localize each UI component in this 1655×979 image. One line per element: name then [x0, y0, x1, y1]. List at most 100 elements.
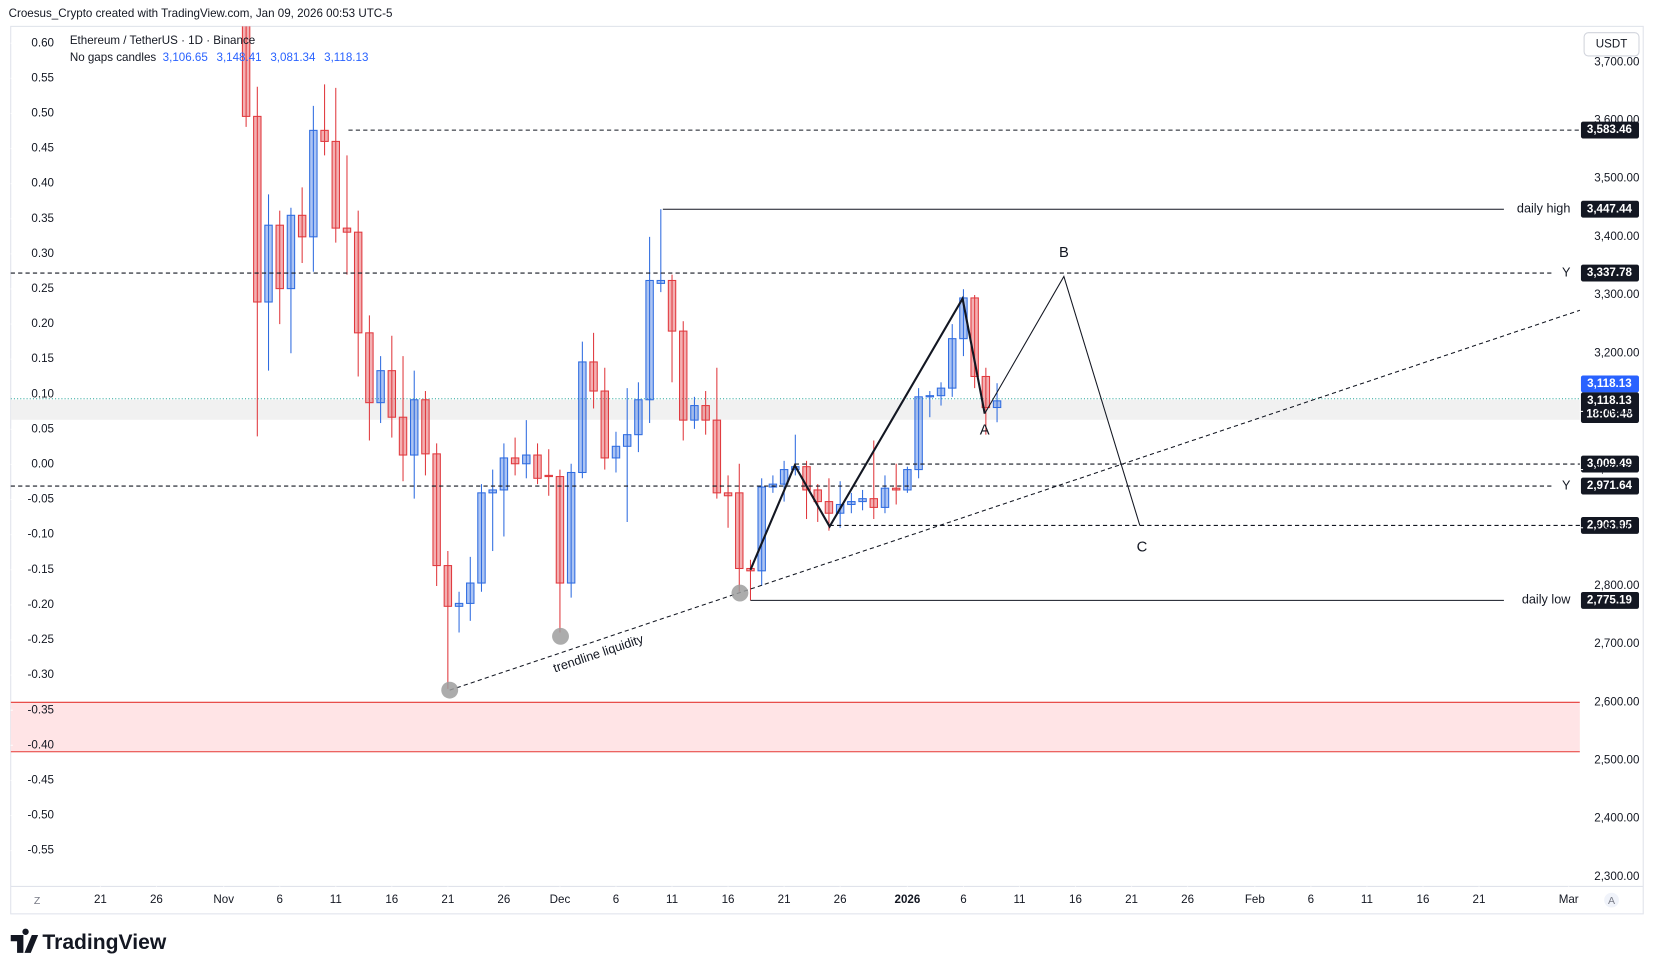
y2-tick-label: 0.40: [31, 177, 54, 190]
level-text: Y: [1562, 265, 1571, 279]
candle-body: [690, 405, 699, 421]
candle-body: [241, 26, 251, 117]
credit: Croesus_Crypto created with TradingView.…: [9, 7, 393, 20]
candle-body: [723, 492, 733, 497]
x-tick-label: 26: [834, 893, 847, 906]
candle-body: [779, 469, 789, 485]
x-tick-label: 16: [1417, 893, 1430, 906]
candle-body: [667, 279, 677, 332]
chart-title: Ethereum / TetherUS · 1D · Binance: [70, 34, 255, 47]
candle-body: [578, 361, 587, 474]
candle-body: [387, 370, 397, 418]
ohlc-low: 3,081.34: [270, 51, 316, 64]
zoom-button-label[interactable]: Z: [34, 895, 41, 907]
x-tick-label: Mar: [1559, 893, 1579, 906]
candle-body: [253, 115, 262, 303]
y2-tick-label: -0.25: [28, 633, 54, 646]
x-tick-label: 11: [1361, 893, 1373, 906]
liquidity-dot: [441, 681, 459, 699]
x-tick-label: 11: [1013, 893, 1025, 906]
y2-tick-label: -0.55: [28, 844, 54, 857]
zoom-button[interactable]: [29, 892, 46, 909]
brand: TradingView: [42, 931, 166, 954]
level-label: 3,583.46: [1587, 123, 1633, 136]
y-tick-label: 3,700.00: [1594, 55, 1639, 68]
candle-body: [936, 387, 946, 397]
y2-tick-label: -0.35: [28, 703, 54, 716]
y2-tick-label: 0.10: [31, 387, 54, 400]
candle-body: [421, 399, 430, 455]
candle-body: [880, 487, 890, 508]
level-box: [1580, 200, 1639, 218]
x-tick-label: 6: [613, 893, 619, 906]
level-text: daily high: [1517, 202, 1570, 216]
level-label: 3,009.49: [1587, 457, 1633, 470]
candle-body: [891, 487, 901, 491]
level-text: daily low: [1522, 593, 1571, 607]
candle-body: [443, 565, 453, 607]
level-label: 3,337.78: [1587, 266, 1633, 279]
x-tick-label: 26: [150, 893, 163, 906]
candle-body: [432, 453, 441, 567]
x-tick-label: Dec: [550, 893, 571, 906]
tv-logo: [10, 928, 39, 953]
candle-body: [376, 370, 385, 404]
y2-tick-label: 0.45: [31, 142, 54, 155]
candle-body: [858, 498, 867, 503]
candle-body: [320, 129, 329, 142]
y-tick-label: 3,300.00: [1594, 288, 1639, 301]
y2-tick-label: -0.15: [28, 563, 54, 576]
candle-body: [297, 214, 307, 238]
liquidity-dot: [731, 584, 749, 602]
x-tick-label: 21: [1125, 893, 1138, 906]
wave-label: C: [1137, 540, 1148, 556]
y-tick-label: 2,500.00: [1594, 754, 1639, 767]
axes: 2,300.00 2,400.00 2,500.00 2,600.00 2,700.00…: [10, 36, 1639, 906]
y-tick-label: 3,500.00: [1594, 172, 1639, 185]
level-box: [1580, 455, 1639, 473]
x-tick-label: 2026: [894, 893, 920, 906]
candle-body: [589, 361, 598, 392]
y2-tick-label: 0.20: [31, 317, 54, 330]
candle-body: [645, 279, 654, 401]
x-tick-label: 16: [1069, 893, 1082, 906]
level-label: 3,447.44: [1587, 202, 1633, 215]
y2-tick-label: -0.30: [28, 668, 54, 681]
y2-tick-label: 0.15: [31, 352, 54, 365]
y2-tick-label: 0.00: [31, 458, 54, 471]
level-text: Y: [1562, 478, 1571, 492]
level-label: 2,775.19: [1587, 593, 1633, 606]
zone: [10, 702, 1580, 752]
candle-body: [656, 279, 666, 284]
candle-body: [499, 457, 509, 491]
candle-body: [331, 140, 340, 229]
ohlc-open: 3,106.65: [163, 51, 208, 64]
auto-button[interactable]: [1604, 892, 1619, 908]
y-tick-label: 2,700.00: [1594, 637, 1639, 650]
y2-tick-label: 0.55: [31, 71, 54, 84]
currency-label[interactable]: USDT: [1596, 37, 1628, 50]
candle-body: [466, 582, 475, 604]
y2-tick-label: 0.50: [31, 107, 54, 120]
candle-body: [824, 501, 834, 514]
candle-body: [735, 492, 744, 570]
y2-tick-label: 0.35: [31, 212, 54, 225]
x-tick-label: 16: [722, 893, 735, 906]
y-tick-label: 2,900.00: [1594, 521, 1639, 534]
x-tick-label: 11: [330, 893, 342, 906]
candle-body: [264, 224, 273, 303]
auto-button-label[interactable]: A: [1608, 895, 1616, 907]
candle-body: [454, 602, 464, 607]
candle-body: [813, 489, 822, 503]
y-tick-label: 3,400.00: [1594, 230, 1639, 243]
candle-body: [533, 454, 542, 479]
candle-body: [869, 498, 878, 508]
currency-button[interactable]: [1583, 32, 1640, 57]
candle-body: [398, 416, 408, 456]
ohlc-close: 3,118.13: [324, 51, 368, 64]
liquidity-dot: [552, 627, 569, 645]
candle-body: [634, 399, 643, 436]
x-tick-label: 11: [666, 893, 678, 906]
candle-body: [353, 231, 363, 334]
